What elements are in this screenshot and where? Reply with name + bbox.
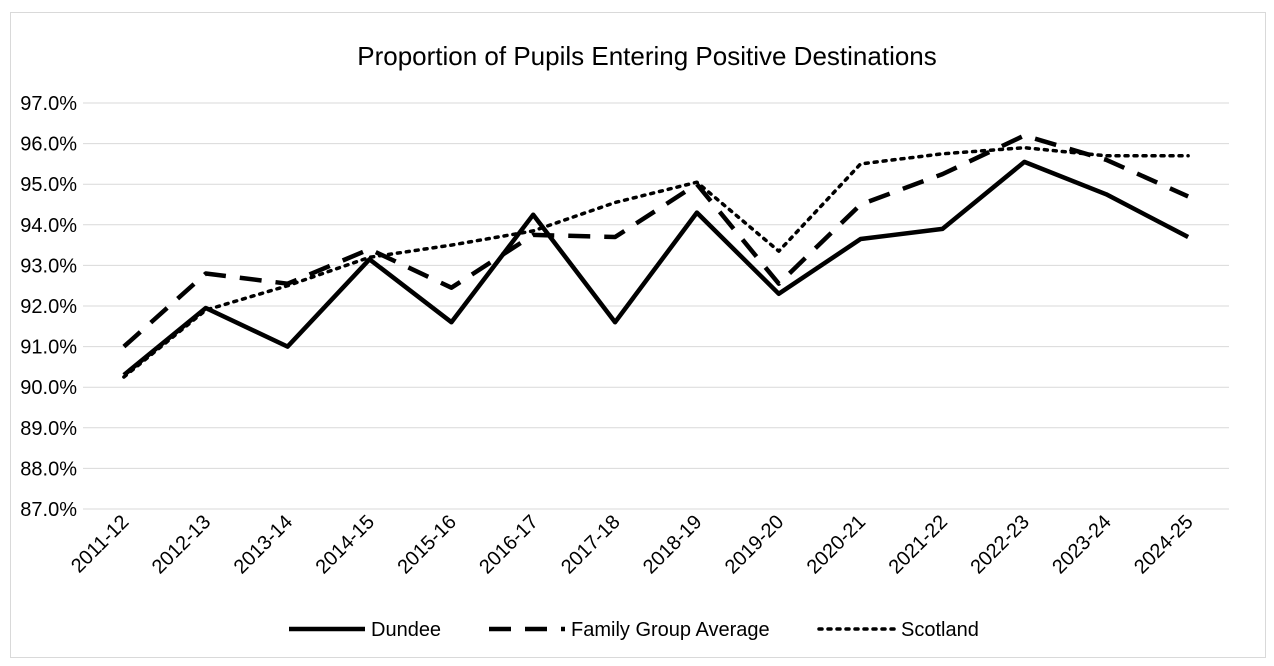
y-tick-label: 94.0% — [20, 215, 77, 237]
y-tick-label: 93.0% — [20, 255, 77, 277]
x-tick-label: 2023-24 — [1048, 511, 1115, 578]
series-lines — [122, 133, 1190, 379]
y-tick-label: 97.0% — [20, 93, 77, 115]
x-tick-label: 2018-19 — [639, 511, 706, 578]
x-tick-label: 2016-17 — [475, 511, 542, 578]
y-axis-ticks: 97.0% 96.0% 95.0% 94.0% 93.0% 92.0% 91.0% 90.0%… — [20, 93, 77, 521]
x-axis-ticks: 2011-12 2012-13 2013-14 2014-15 2015-16 2016-… — [67, 511, 1198, 578]
y-tick-label: 87.0% — [20, 499, 77, 521]
series-line-family-group-average — [122, 133, 1190, 349]
x-tick-label: 2020-21 — [803, 511, 870, 578]
y-tick-label: 96.0% — [20, 134, 77, 156]
legend-label: Dundee — [371, 619, 441, 641]
line-chart: Proportion of Pupils Entering Positive D… — [20, 41, 1229, 641]
x-tick-label: 2017-18 — [557, 511, 624, 578]
x-tick-label: 2021-22 — [885, 511, 952, 578]
y-tick-label: 89.0% — [20, 418, 77, 440]
gridlines — [83, 102, 1229, 510]
legend-label: Family Group Average — [571, 619, 770, 641]
legend: Dundee Family Group Average Scotland — [289, 619, 979, 641]
chart-frame: Proportion of Pupils Entering Positive D… — [10, 12, 1266, 658]
y-tick-label: 88.0% — [20, 458, 77, 480]
series-line-scotland — [122, 145, 1190, 379]
y-tick-label: 90.0% — [20, 377, 77, 399]
x-tick-label: 2014-15 — [312, 511, 379, 578]
y-tick-label: 92.0% — [20, 296, 77, 318]
x-tick-label: 2019-20 — [721, 511, 788, 578]
x-tick-label: 2013-14 — [230, 511, 297, 578]
x-tick-label: 2024-25 — [1130, 511, 1197, 578]
x-tick-label: 2012-13 — [148, 511, 215, 578]
series-line-dundee — [122, 159, 1190, 377]
y-tick-label: 95.0% — [20, 174, 77, 196]
x-tick-label: 2015-16 — [393, 511, 460, 578]
chart-title: Proportion of Pupils Entering Positive D… — [357, 41, 937, 71]
x-tick-label: 2022-23 — [966, 511, 1033, 578]
x-tick-label: 2011-12 — [67, 511, 133, 577]
legend-label: Scotland — [901, 619, 979, 641]
y-tick-label: 91.0% — [20, 337, 77, 359]
